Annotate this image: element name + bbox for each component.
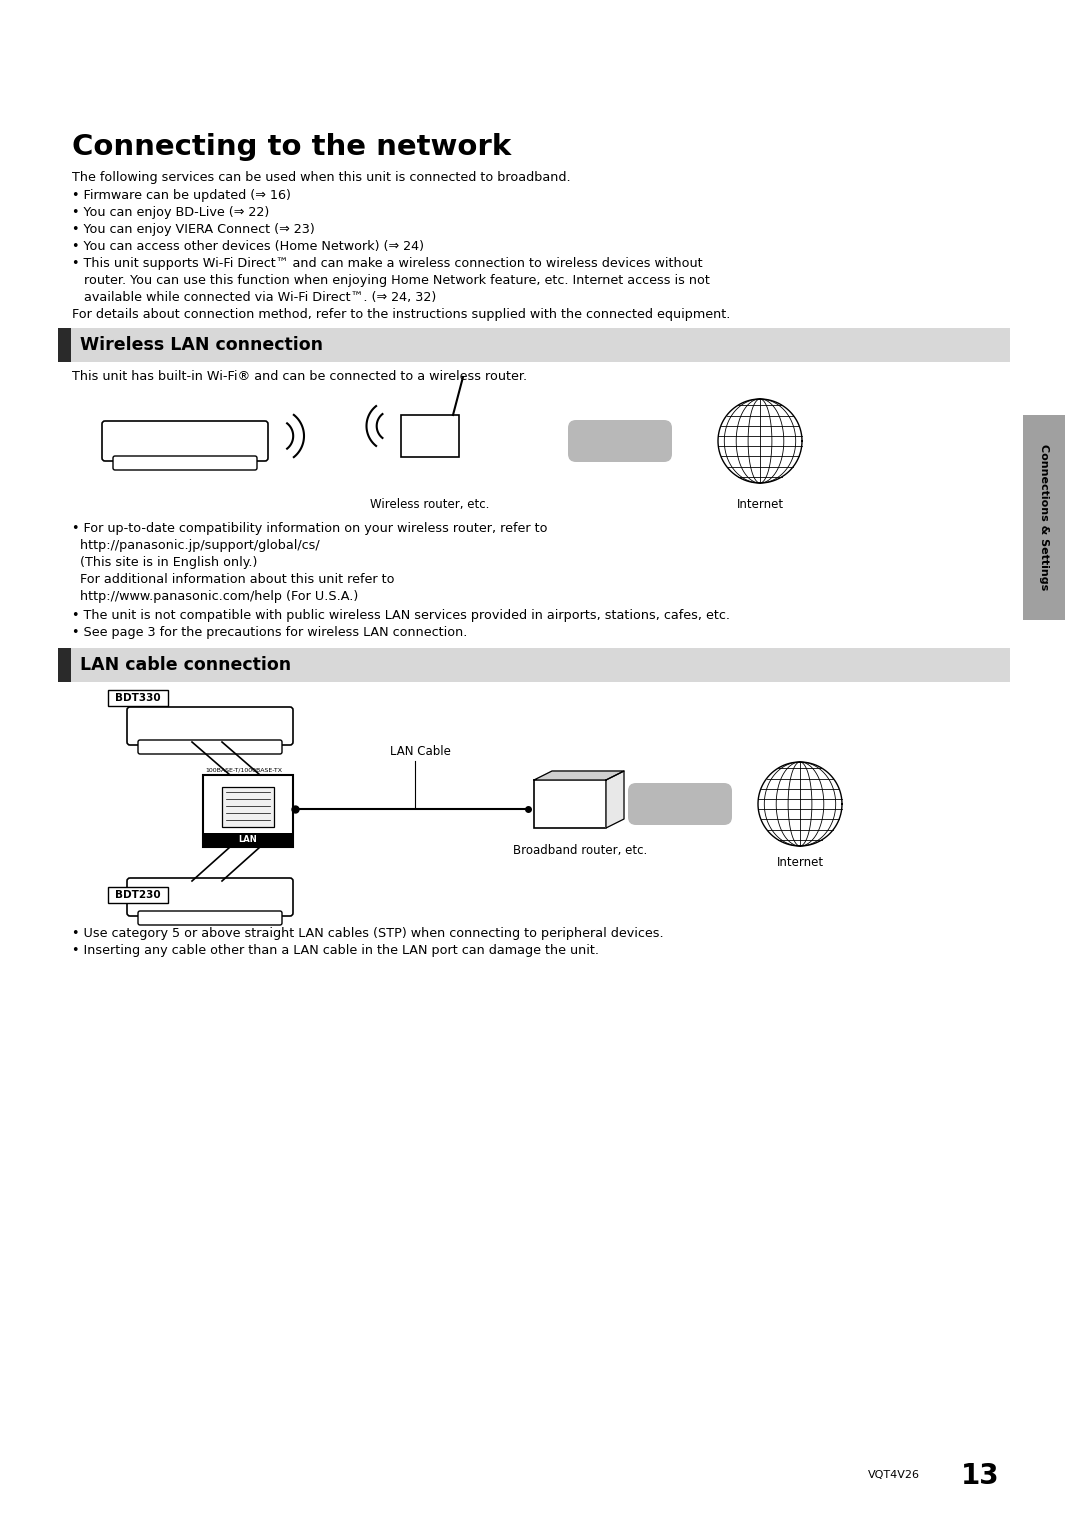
FancyBboxPatch shape [138, 911, 282, 925]
Text: available while connected via Wi-Fi Direct™. (⇒ 24, 32): available while connected via Wi-Fi Dire… [72, 291, 436, 304]
Text: VQT4V26: VQT4V26 [868, 1470, 920, 1480]
Text: For additional information about this unit refer to: For additional information about this un… [72, 572, 394, 586]
FancyBboxPatch shape [627, 783, 732, 826]
Text: • You can enjoy BD-Live (⇒ 22): • You can enjoy BD-Live (⇒ 22) [72, 206, 269, 220]
Text: BDT330: BDT330 [116, 693, 161, 703]
FancyBboxPatch shape [138, 740, 282, 754]
Text: Connecting to the network: Connecting to the network [72, 133, 511, 162]
FancyBboxPatch shape [127, 707, 293, 745]
FancyBboxPatch shape [222, 787, 274, 827]
Text: router. You can use this function when enjoying Home Network feature, etc. Inter: router. You can use this function when e… [72, 275, 710, 287]
FancyBboxPatch shape [1023, 415, 1065, 620]
Text: Internet: Internet [777, 856, 824, 868]
FancyBboxPatch shape [108, 690, 168, 707]
Polygon shape [606, 771, 624, 829]
Text: http://panasonic.jp/support/global/cs/: http://panasonic.jp/support/global/cs/ [72, 539, 320, 552]
Text: Wireless LAN connection: Wireless LAN connection [80, 336, 323, 354]
Text: For details about connection method, refer to the instructions supplied with the: For details about connection method, ref… [72, 308, 730, 320]
Text: • Inserting any cable other than a LAN cable in the LAN port can damage the unit: • Inserting any cable other than a LAN c… [72, 945, 599, 957]
Text: BDT230: BDT230 [116, 890, 161, 900]
Text: 100BASE-T/1000BASE-TX: 100BASE-T/1000BASE-TX [205, 768, 282, 774]
Text: LAN cable connection: LAN cable connection [80, 656, 292, 674]
Text: (This site is in English only.): (This site is in English only.) [72, 555, 257, 569]
Text: LAN Cable: LAN Cable [390, 745, 450, 758]
FancyBboxPatch shape [203, 833, 293, 847]
FancyBboxPatch shape [58, 649, 1010, 682]
Text: • You can access other devices (Home Network) (⇒ 24): • You can access other devices (Home Net… [72, 240, 424, 253]
Text: • The unit is not compatible with public wireless LAN services provided in airpo: • The unit is not compatible with public… [72, 609, 730, 623]
Text: This unit has built-in Wi-Fi® and can be connected to a wireless router.: This unit has built-in Wi-Fi® and can be… [72, 369, 527, 383]
FancyBboxPatch shape [102, 421, 268, 461]
FancyBboxPatch shape [58, 649, 71, 682]
FancyBboxPatch shape [568, 420, 672, 462]
Text: Wireless router, etc.: Wireless router, etc. [370, 497, 489, 511]
FancyBboxPatch shape [534, 780, 606, 829]
FancyBboxPatch shape [113, 456, 257, 470]
FancyBboxPatch shape [127, 877, 293, 916]
Text: Connections & Settings: Connections & Settings [1039, 444, 1049, 591]
Text: • See page 3 for the precautions for wireless LAN connection.: • See page 3 for the precautions for wir… [72, 626, 468, 639]
FancyBboxPatch shape [203, 775, 293, 847]
Polygon shape [534, 771, 624, 780]
Text: • Use category 5 or above straight LAN cables (STP) when connecting to periphera: • Use category 5 or above straight LAN c… [72, 926, 663, 940]
Text: • Firmware can be updated (⇒ 16): • Firmware can be updated (⇒ 16) [72, 189, 291, 201]
Text: • This unit supports Wi-Fi Direct™ and can make a wireless connection to wireles: • This unit supports Wi-Fi Direct™ and c… [72, 256, 703, 270]
Text: The following services can be used when this unit is connected to broadband.: The following services can be used when … [72, 171, 570, 185]
Text: http://www.panasonic.com/help (For U.S.A.): http://www.panasonic.com/help (For U.S.A… [72, 591, 359, 603]
Text: LAN: LAN [239, 836, 257, 844]
FancyBboxPatch shape [58, 328, 1010, 362]
FancyBboxPatch shape [58, 328, 71, 362]
Text: 13: 13 [961, 1462, 999, 1489]
Text: • For up-to-date compatibility information on your wireless router, refer to: • For up-to-date compatibility informati… [72, 522, 548, 536]
FancyBboxPatch shape [108, 887, 168, 903]
Text: Broadband router, etc.: Broadband router, etc. [513, 844, 647, 858]
FancyBboxPatch shape [401, 415, 459, 456]
Text: • You can enjoy VIERA Connect (⇒ 23): • You can enjoy VIERA Connect (⇒ 23) [72, 223, 314, 237]
Text: Internet: Internet [737, 497, 784, 511]
